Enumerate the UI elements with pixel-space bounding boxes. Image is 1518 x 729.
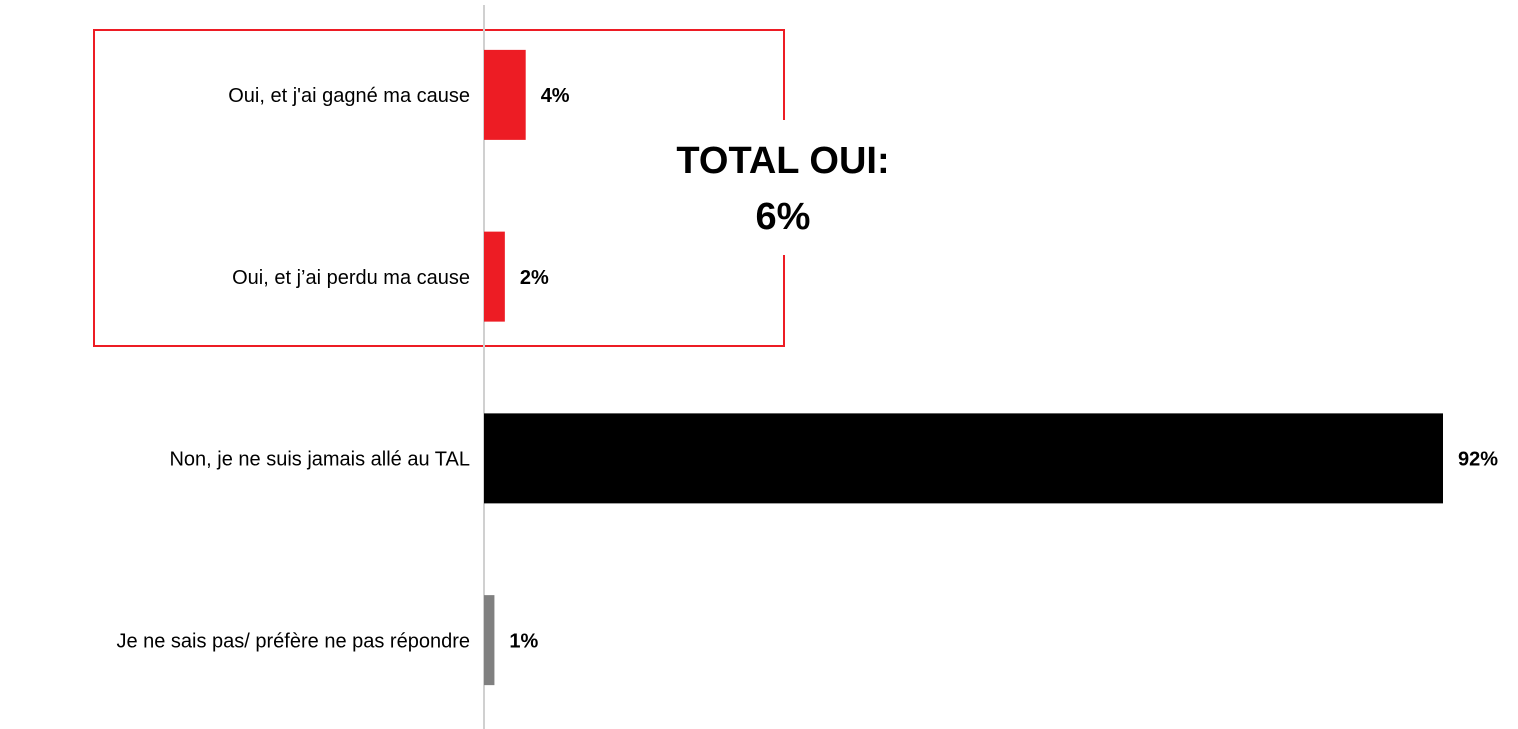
category-label: Non, je ne suis jamais allé au TAL (169, 449, 470, 471)
bar (484, 49, 526, 140)
value-label: 1% (509, 630, 538, 652)
value-label: 92% (1458, 449, 1498, 471)
category-label: Oui, et j’ai perdu ma cause (232, 267, 470, 289)
annotation: TOTAL OUI: (676, 140, 889, 182)
value-label: 2% (520, 267, 549, 289)
category-label: Je ne sais pas/ préfère ne pas répondre (116, 630, 470, 652)
value-label: 4% (541, 85, 570, 107)
annotation: 6% (756, 196, 811, 238)
bar (484, 413, 1443, 504)
category-label: Oui, et j'ai gagné ma cause (228, 85, 470, 107)
bar (484, 231, 505, 322)
annotation-background (660, 120, 910, 255)
bar (484, 595, 495, 686)
